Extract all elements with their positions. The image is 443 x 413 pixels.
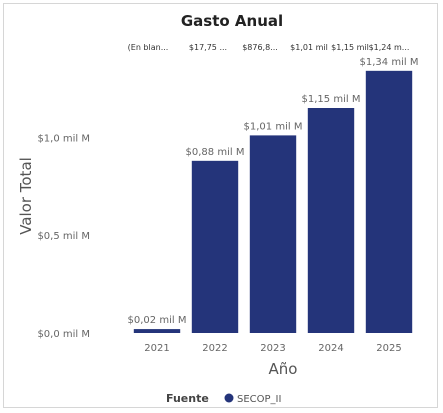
x-tick-2021: 2021 [144, 343, 169, 354]
bar-2021[interactable] [133, 329, 181, 333]
x-tick-2023: 2023 [260, 343, 285, 354]
data-label-2023: $1,01 mil M [244, 121, 303, 132]
top-strip-labels: (En blan... $17,75 ... $876,8... $1,01 mil $… [128, 43, 410, 52]
y-tick-label: $0,0 mil M [37, 329, 90, 340]
legend: Fuente SECOP_II [166, 392, 281, 405]
top-strip-label: $17,75 ... [189, 43, 227, 52]
data-label-2024: $1,15 mil M [302, 94, 361, 105]
top-strip-label: (En blan... [128, 43, 169, 52]
data-label-2021: $0,02 mil M [128, 315, 187, 326]
legend-swatch [224, 393, 234, 403]
x-axis-title: Año [269, 360, 298, 378]
bars [133, 70, 413, 334]
x-tick-2025: 2025 [376, 343, 401, 354]
bar-2025[interactable] [365, 70, 413, 334]
chart-title: Gasto Anual [181, 12, 283, 30]
top-strip-label: $1,15 mil [331, 43, 369, 52]
y-axis-ticks: $0,0 mil M $0,5 mil M $1,0 mil M [37, 133, 90, 340]
top-strip-label: $876,8... [242, 43, 278, 52]
x-axis-ticks: 2021 2022 2023 2024 2025 [144, 343, 401, 354]
data-label-2025: $1,34 mil M [360, 57, 419, 68]
bar-2024[interactable] [307, 108, 355, 333]
legend-entry-secop-ii[interactable]: SECOP_II [237, 394, 281, 405]
data-label-2022: $0,88 mil M [186, 147, 245, 158]
data-labels: $0,02 mil M $0,88 mil M $1,01 mil M $1,15 m… [128, 57, 419, 326]
x-tick-2022: 2022 [202, 343, 227, 354]
x-tick-2024: 2024 [318, 343, 343, 354]
bar-2023[interactable] [249, 135, 297, 333]
y-tick-label: $0,5 mil M [37, 231, 90, 242]
y-axis-title: Valor Total [17, 157, 35, 235]
y-tick-label: $1,0 mil M [37, 133, 90, 144]
bar-2022[interactable] [191, 160, 239, 333]
top-strip-label: $1,24 m... [369, 43, 410, 52]
top-strip-label: $1,01 mil [290, 43, 328, 52]
legend-title: Fuente [166, 392, 209, 405]
